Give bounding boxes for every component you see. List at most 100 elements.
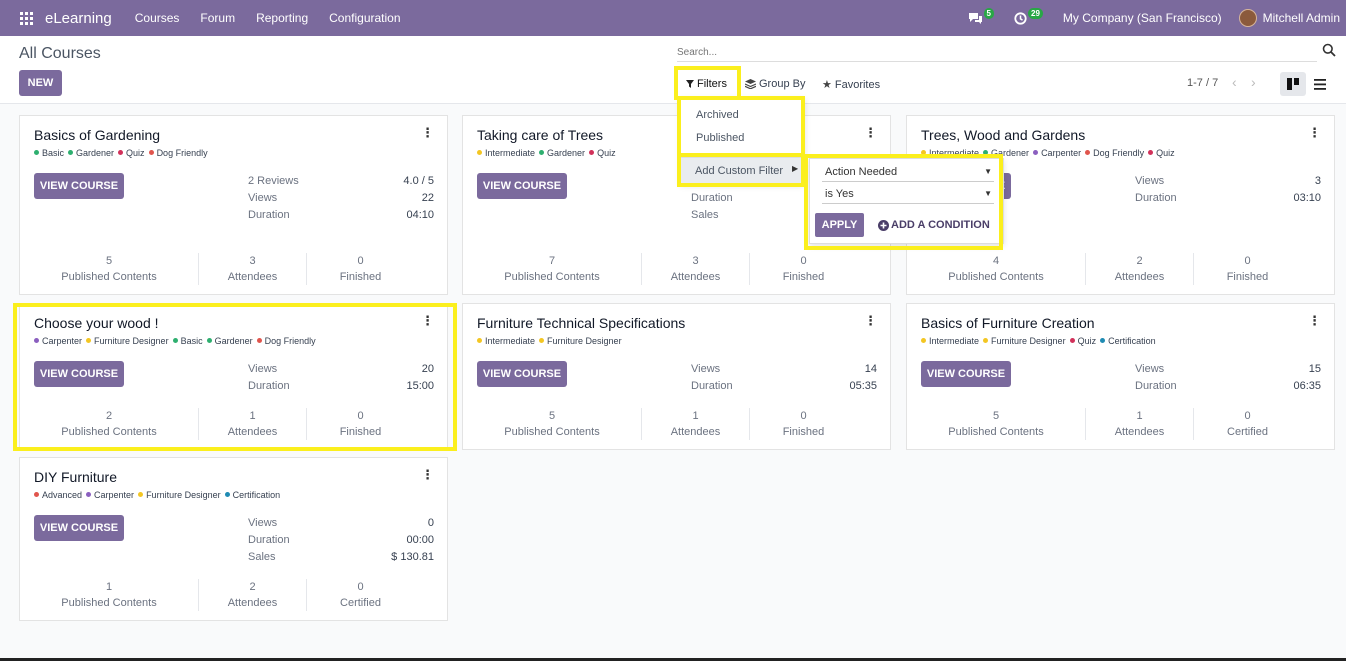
course-card[interactable]: Choose your wood ! ⋮ Carpenter Furniture De… — [19, 303, 448, 450]
kebab-menu-icon[interactable]: ⋮ — [864, 125, 877, 140]
menu-configuration[interactable]: Configuration — [329, 11, 401, 25]
course-title[interactable]: Basics of Gardening — [34, 127, 161, 143]
footer-stat-label: Published Contents — [504, 426, 600, 438]
stat-value: 22 — [421, 192, 434, 204]
activity-button[interactable]: 29 — [1014, 7, 1043, 25]
star-icon: ★ — [822, 79, 832, 91]
group-by-button[interactable]: Group By — [745, 78, 805, 90]
filter-published[interactable]: Published — [696, 132, 745, 144]
tag-dot — [34, 492, 39, 497]
view-course-button[interactable]: VIEW COURSE — [477, 173, 567, 199]
menu-forum[interactable]: Forum — [200, 11, 236, 25]
favorites-button[interactable]: ★ Favorites — [822, 78, 881, 92]
pager-next-icon[interactable]: › — [1251, 74, 1256, 90]
kebab-menu-icon[interactable]: ⋮ — [1308, 313, 1321, 328]
course-card[interactable]: Furniture Technical Specifications ⋮ Inter… — [462, 303, 891, 450]
company-switcher[interactable]: My Company (San Francisco) — [1062, 11, 1222, 25]
tag-dot — [68, 150, 74, 155]
course-card[interactable]: Basics of Furniture Creation ⋮ Intermediat… — [906, 303, 1335, 450]
menu-courses[interactable]: Courses — [134, 11, 180, 25]
tag-dot — [539, 338, 545, 343]
course-title[interactable]: Taking care of Trees — [477, 127, 604, 143]
tag-label: Carpenter — [1041, 148, 1082, 158]
stat-label: Views — [1135, 175, 1165, 187]
list-view-button[interactable] — [1307, 72, 1333, 96]
tag-dot — [206, 338, 212, 343]
tag-label: Quiz — [597, 148, 616, 158]
add-condition-button[interactable]: ADD A CONDITION — [878, 219, 990, 231]
top-navbar: eLearning Courses Forum Reporting Config… — [0, 0, 1346, 36]
course-card[interactable]: Basics of Gardening ⋮ Basic Gardener Quiz Dog… — [19, 115, 448, 295]
footer-stat: 0 Finished — [306, 408, 414, 440]
custom-filter-popover: Action Needed ▼ is Yes ▼ APPLY ADD A CONDI… — [809, 158, 1004, 244]
caret-down-icon: ▼ — [984, 167, 992, 176]
tag: Dog Friendly — [1085, 148, 1144, 158]
avatar[interactable] — [1238, 9, 1257, 27]
tag-dot — [1033, 150, 1039, 155]
footer-stat-label: Published Contents — [948, 426, 1044, 438]
footer-stat-value: 7 — [548, 255, 556, 267]
apply-button[interactable]: APPLY — [815, 213, 864, 237]
view-course-button[interactable]: VIEW COURSE — [477, 361, 567, 387]
chat-button[interactable]: 5 — [968, 7, 994, 25]
search-input[interactable] — [677, 44, 1317, 62]
course-card[interactable]: Taking care of Trees ⋮ Intermediate Gardene… — [462, 115, 891, 295]
footer-stat-value: 0 — [800, 410, 807, 422]
operator-select[interactable]: is Yes ▼ — [822, 186, 994, 204]
kanban-view-button[interactable] — [1280, 72, 1306, 96]
tag-label: Intermediate — [485, 148, 536, 158]
menu-reporting[interactable]: Reporting — [256, 11, 309, 25]
footer-stat-label: Finished — [782, 426, 825, 438]
kebab-menu-icon[interactable]: ⋮ — [421, 313, 434, 328]
add-custom-filter-item[interactable]: Add Custom Filter ▶ — [681, 157, 804, 184]
view-course-button[interactable]: VIEW COURSE — [34, 361, 124, 387]
user-menu[interactable]: Mitchell Admin — [1262, 11, 1340, 25]
tag-label: Quiz — [126, 148, 145, 158]
footer-stat-label: Published Contents — [61, 597, 157, 609]
tag: Carpenter — [86, 490, 134, 500]
tag-label: Furniture Designer — [547, 336, 622, 346]
filter-archived[interactable]: Archived — [696, 109, 739, 121]
course-card[interactable]: DIY Furniture ⋮ Advanced Carpenter Furniture… — [19, 457, 448, 621]
tag-label: Dog Friendly — [264, 336, 316, 346]
new-button[interactable]: NEW — [19, 70, 62, 96]
view-course-button[interactable]: VIEW COURSE — [34, 173, 124, 199]
view-course-button[interactable]: VIEW COURSE — [921, 361, 1011, 387]
tag-dot — [224, 492, 230, 497]
tag-label: Dog Friendly — [1093, 148, 1145, 158]
course-title[interactable]: DIY Furniture — [34, 469, 117, 485]
kebab-menu-icon[interactable]: ⋮ — [421, 125, 434, 140]
filters-button[interactable]: Filters — [686, 78, 727, 90]
group-by-label: Group By — [759, 78, 806, 90]
tag-dot — [921, 338, 926, 343]
tag-dot — [921, 150, 926, 155]
footer-stat-label: Certified — [1227, 426, 1268, 438]
search-icon[interactable] — [1322, 43, 1336, 57]
course-title[interactable]: Furniture Technical Specifications — [477, 315, 686, 331]
stat-label: Views — [1135, 363, 1165, 375]
course-title[interactable]: Choose your wood ! — [34, 315, 159, 331]
view-course-button[interactable]: VIEW COURSE — [34, 515, 124, 541]
footer-stat-label: Attendees — [670, 271, 721, 283]
course-title[interactable]: Basics of Furniture Creation — [921, 315, 1095, 331]
kebab-menu-icon[interactable]: ⋮ — [421, 467, 434, 482]
field-select[interactable]: Action Needed ▼ — [822, 164, 994, 182]
footer-stat-value: 2 — [249, 581, 256, 593]
footer-stat-value: 0 — [800, 255, 807, 267]
kebab-menu-icon[interactable]: ⋮ — [1308, 125, 1321, 140]
tag-label: Certification — [1108, 336, 1156, 346]
tag-label: Basic — [42, 148, 65, 158]
tag-label: Dog Friendly — [156, 148, 208, 158]
app-name[interactable]: eLearning — [45, 9, 112, 27]
course-title[interactable]: Trees, Wood and Gardens — [921, 127, 1086, 143]
apps-menu-icon[interactable] — [20, 11, 34, 25]
card-footer: 5 Published Contents 1 Attendees 0 Finished — [463, 408, 890, 440]
pager-previous-icon[interactable]: ‹ — [1232, 74, 1237, 90]
stat-label: Sales — [691, 209, 719, 221]
favorites-label: Favorites — [834, 78, 881, 91]
footer-stat-label: Attendees — [670, 426, 721, 438]
kebab-menu-icon[interactable]: ⋮ — [864, 313, 877, 328]
pager-value[interactable]: 1-7 / 7 — [1187, 77, 1219, 89]
footer-stat: 1 Attendees — [1085, 408, 1193, 440]
tag: Intermediate — [477, 336, 535, 346]
